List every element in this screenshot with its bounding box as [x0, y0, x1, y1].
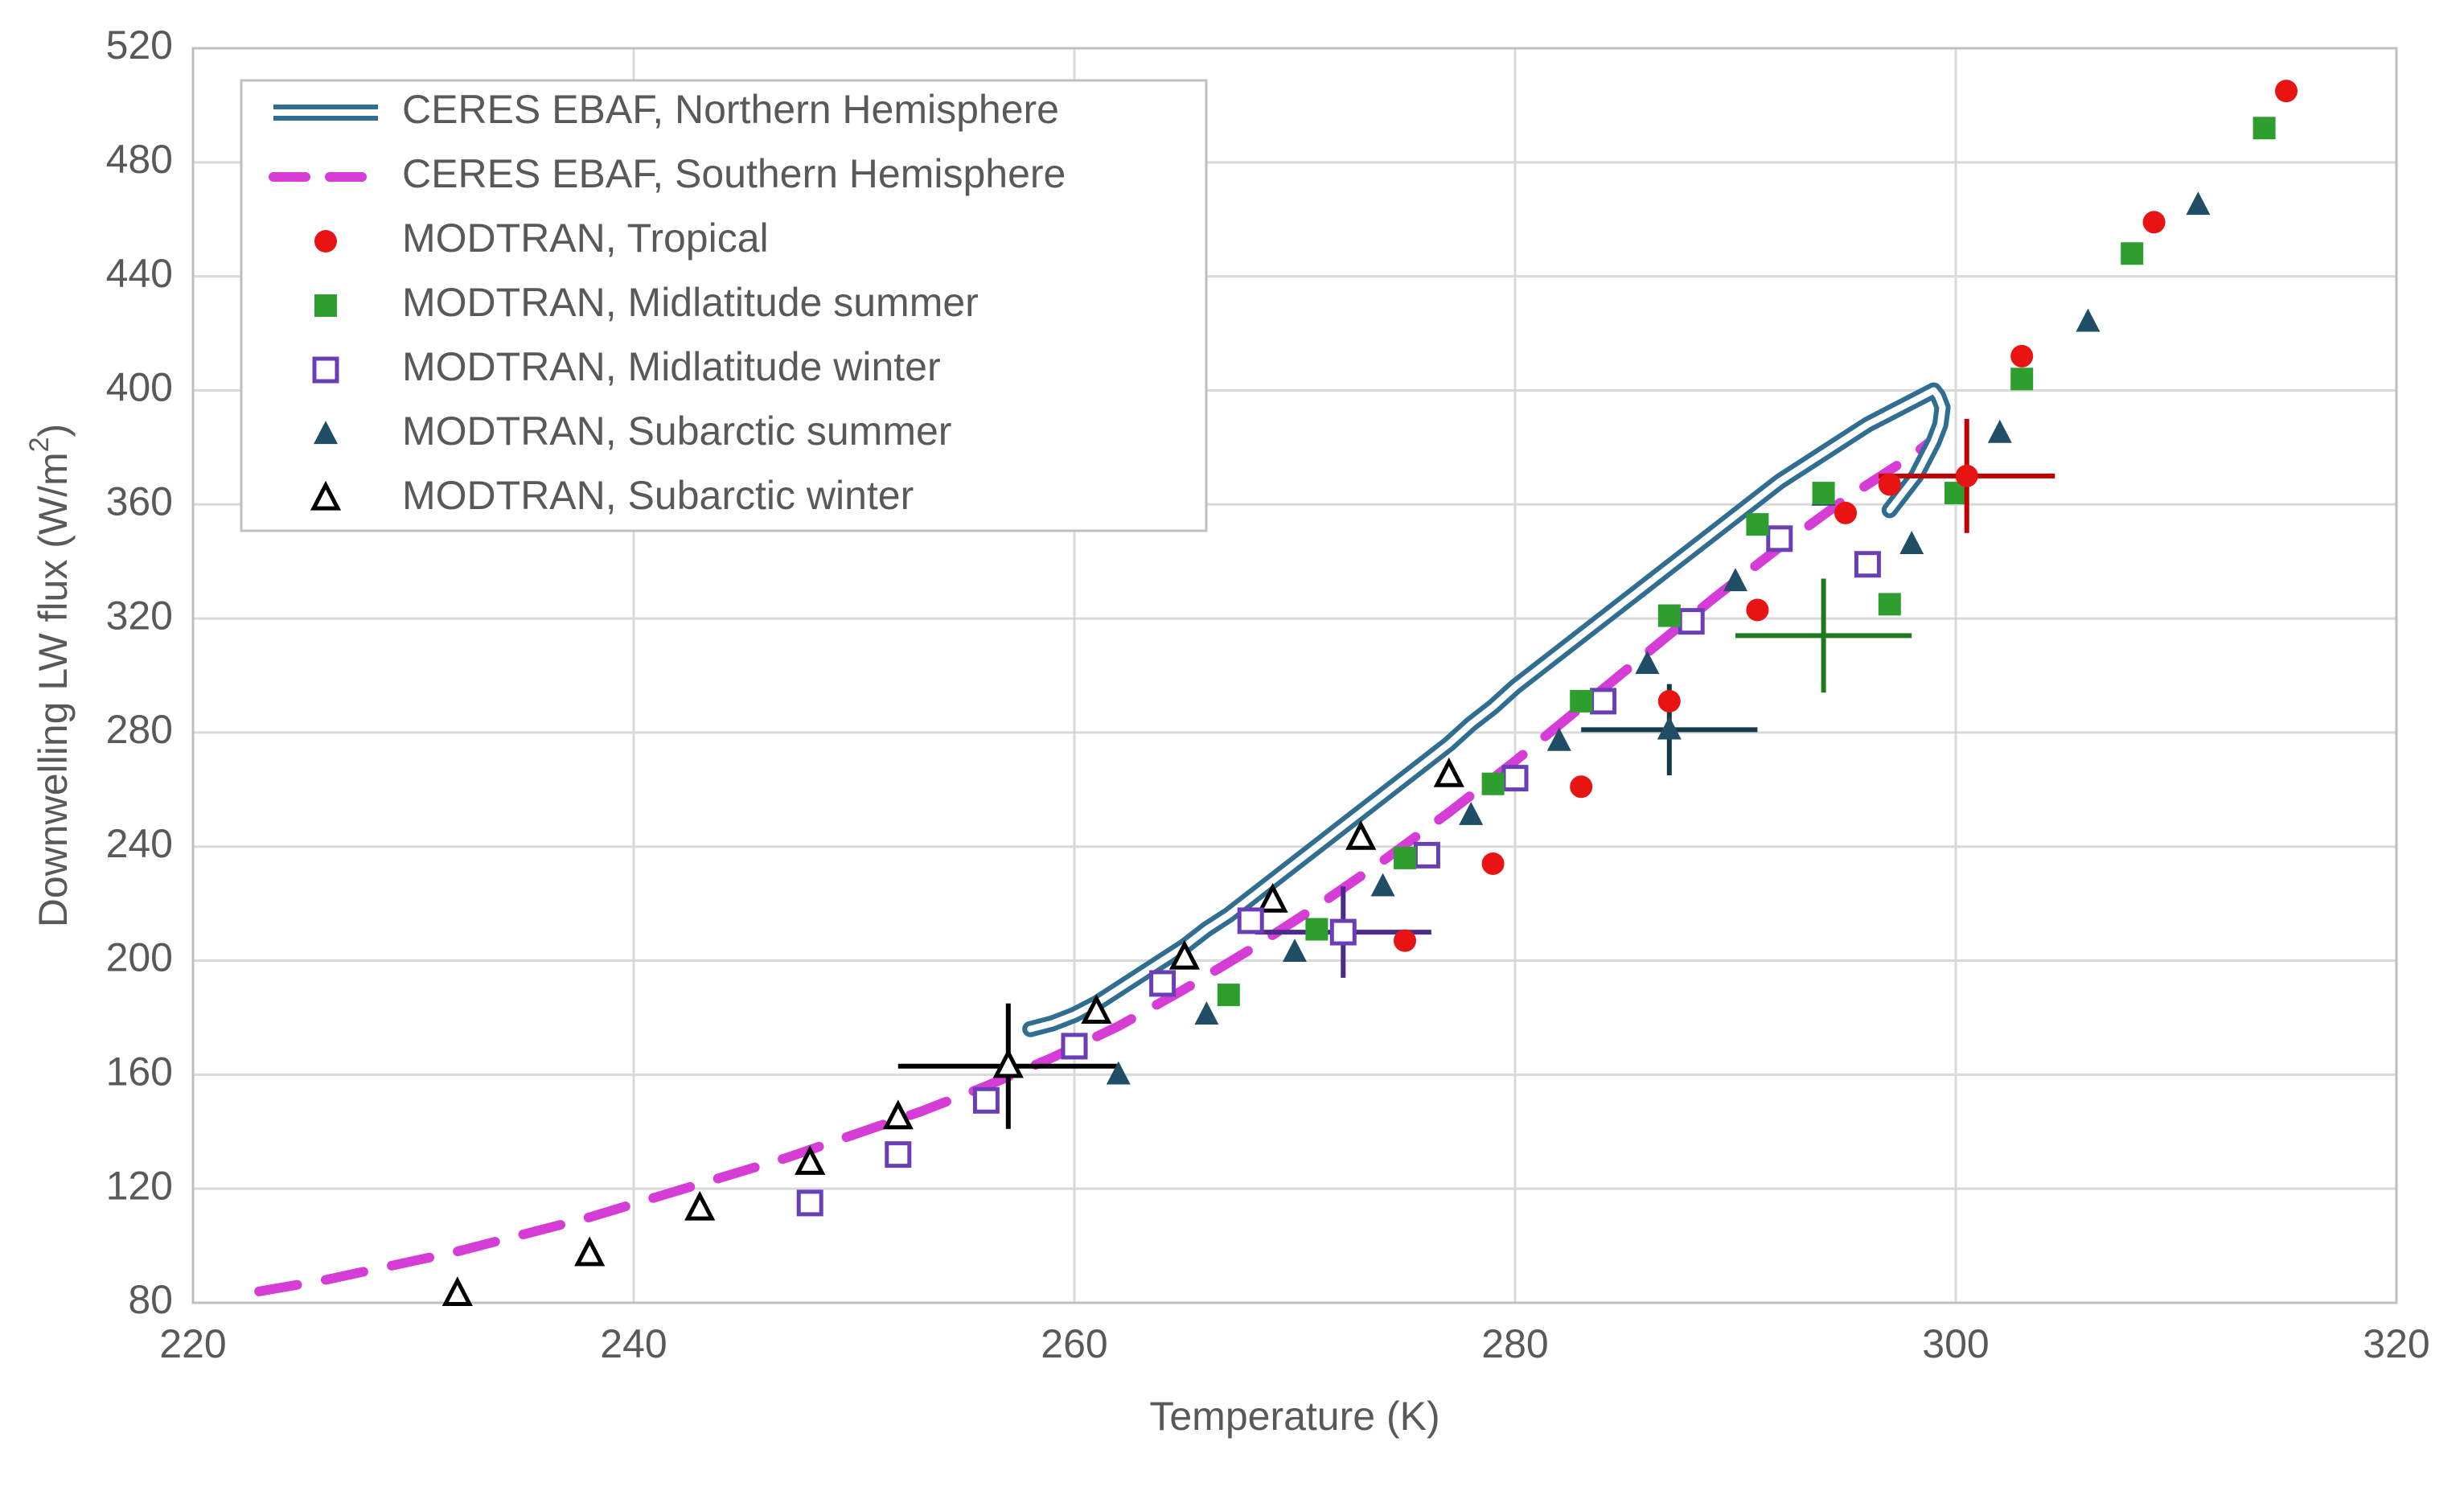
marker-modtran_midlat_winter [887, 1144, 910, 1166]
marker-modtran_midlat_summer [1218, 984, 1240, 1006]
marker-modtran_midlat_summer [1482, 773, 1505, 795]
marker-modtran_midlat_winter [799, 1192, 821, 1214]
marker-modtran_midlat_summer [2121, 242, 2143, 265]
marker-modtran_midlat_summer [2253, 117, 2276, 139]
y-tick-label: 80 [128, 1277, 173, 1322]
marker-modtran_midlat_summer [1879, 593, 1901, 615]
marker-modtran_midlat_winter [1152, 972, 1174, 995]
marker-modtran_tropical [2143, 211, 2166, 233]
x-tick-label: 300 [1922, 1321, 1989, 1366]
legend-modtran_midlat_winter [314, 359, 337, 381]
legend-label: MODTRAN, Midlatitude summer [402, 280, 979, 325]
marker-modtran_tropical [1570, 775, 1592, 798]
svg-text:Downwelling LW flux (W/m2): Downwelling LW flux (W/m2) [24, 424, 76, 927]
legend-label: MODTRAN, Midlatitude winter [402, 344, 941, 389]
marker-modtran_tropical [2275, 80, 2298, 102]
x-tick-label: 240 [600, 1321, 667, 1366]
marker-modtran_midlat_winter [975, 1089, 997, 1111]
y-tick-label: 400 [106, 365, 173, 410]
y-tick-label: 360 [106, 478, 173, 524]
marker-modtran_midlat_summer [1570, 690, 1592, 713]
legend-modtran_midlat_summer [314, 294, 337, 317]
x-tick-label: 260 [1041, 1321, 1107, 1366]
marker-modtran_midlat_winter [1239, 910, 1262, 932]
legend-label: MODTRAN, Tropical [402, 216, 769, 261]
marker-modtran_midlat_winter [1592, 690, 1615, 713]
chart-container: 220 240 260 280 300 320 80 120 160 200 240 280 320 36… [0, 0, 2464, 1495]
legend-label: CERES EBAF, Southern Hemisphere [402, 151, 1066, 196]
y-tick-label: 440 [106, 251, 173, 296]
marker-modtran_tropical [1658, 690, 1681, 713]
y-tick-label: 240 [106, 821, 173, 866]
x-tick-label: 220 [159, 1321, 226, 1366]
y-axis-label: Downwelling LW flux (W/m2) [24, 424, 76, 927]
marker-modtran_tropical [1879, 473, 1901, 495]
x-tick-label: 320 [2363, 1321, 2429, 1366]
y-tick-label: 280 [106, 707, 173, 752]
marker-modtran_midlat_summer [1305, 918, 1328, 941]
marker-modtran_midlat_summer [2010, 368, 2033, 390]
y-tick-label: 520 [106, 23, 173, 68]
y-tick-label: 480 [106, 137, 173, 182]
legend-label: MODTRAN, Subarctic summer [402, 409, 951, 454]
marker-modtran_tropical [1834, 502, 1857, 524]
marker-modtran_midlat_winter [1415, 844, 1438, 866]
marker-modtran_midlat_winter [1504, 767, 1526, 790]
marker-modtran_midlat_summer [1746, 513, 1768, 536]
marker-modtran_midlat_winter [1856, 553, 1879, 576]
marker-modtran_midlat_winter [1680, 610, 1702, 633]
marker-modtran_midlat_summer [1658, 605, 1681, 627]
x-tick-label: 280 [1481, 1321, 1548, 1366]
marker-modtran_midlat_summer [1394, 847, 1416, 869]
y-tick-label: 120 [106, 1163, 173, 1208]
marker-modtran_tropical [1746, 598, 1768, 621]
marker-modtran_tropical [1394, 930, 1416, 952]
marker-modtran_midlat_summer [1813, 482, 1835, 504]
chart-svg: 220 240 260 280 300 320 80 120 160 200 240 280 320 36… [0, 0, 2464, 1495]
y-tick-label: 320 [106, 593, 173, 638]
marker-modtran_tropical [1956, 465, 1978, 487]
marker-modtran_midlat_winter [1063, 1035, 1086, 1058]
legend-label: CERES EBAF, Northern Hemisphere [402, 87, 1059, 132]
legend-modtran_tropical [314, 230, 337, 253]
x-axis-label: Temperature (K) [1149, 1394, 1439, 1439]
marker-modtran_midlat_winter [1332, 921, 1354, 943]
marker-modtran_midlat_winter [1768, 528, 1791, 550]
marker-modtran_tropical [2010, 345, 2033, 368]
legend-label: MODTRAN, Subarctic winter [402, 473, 914, 518]
marker-modtran_tropical [1482, 852, 1505, 875]
y-tick-label: 200 [106, 935, 173, 980]
y-tick-label: 160 [106, 1049, 173, 1095]
